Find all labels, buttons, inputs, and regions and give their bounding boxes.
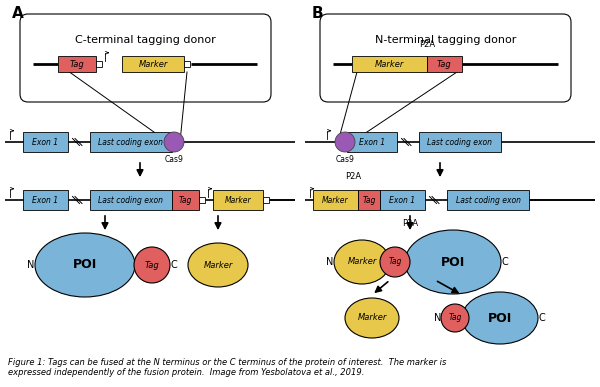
Text: Cas9: Cas9 xyxy=(164,154,184,163)
FancyBboxPatch shape xyxy=(320,14,571,102)
Text: Marker: Marker xyxy=(322,195,349,204)
Text: Marker: Marker xyxy=(139,60,167,68)
Ellipse shape xyxy=(188,243,248,287)
Text: POI: POI xyxy=(488,312,512,325)
Text: N: N xyxy=(28,260,35,270)
Text: C: C xyxy=(170,260,178,270)
Text: Tag: Tag xyxy=(388,257,401,267)
Bar xyxy=(358,190,380,210)
FancyBboxPatch shape xyxy=(20,14,271,102)
Ellipse shape xyxy=(405,230,501,294)
Bar xyxy=(184,61,190,67)
Text: Tag: Tag xyxy=(70,60,85,68)
Text: Tag: Tag xyxy=(179,195,192,204)
Bar xyxy=(427,56,462,72)
Text: B: B xyxy=(312,5,323,21)
Text: Marker: Marker xyxy=(347,257,377,267)
Text: Exon 1: Exon 1 xyxy=(389,195,416,204)
Bar xyxy=(419,132,501,152)
Text: P2A: P2A xyxy=(402,219,418,228)
Bar xyxy=(213,190,263,210)
Text: Cas9: Cas9 xyxy=(335,154,355,163)
Ellipse shape xyxy=(35,233,135,297)
Text: Tag: Tag xyxy=(448,313,461,322)
Text: Marker: Marker xyxy=(375,60,404,68)
Bar xyxy=(96,61,101,67)
Bar xyxy=(347,132,397,152)
Bar xyxy=(199,197,205,203)
Text: Exon 1: Exon 1 xyxy=(32,195,59,204)
Text: POI: POI xyxy=(73,259,97,272)
Ellipse shape xyxy=(441,304,469,332)
Bar xyxy=(122,56,184,72)
Text: Marker: Marker xyxy=(203,260,233,269)
Ellipse shape xyxy=(380,247,410,277)
Bar xyxy=(380,190,425,210)
Text: Figure 1: Tags can be fused at the N terminus or the C terminus of the protein o: Figure 1: Tags can be fused at the N ter… xyxy=(8,358,446,377)
Text: A: A xyxy=(12,5,24,21)
Bar xyxy=(263,197,269,203)
Text: Exon 1: Exon 1 xyxy=(32,137,59,147)
Text: Last coding exon: Last coding exon xyxy=(427,137,493,147)
Bar xyxy=(23,132,68,152)
Text: Tag: Tag xyxy=(437,60,452,68)
Bar xyxy=(352,56,427,72)
Text: P2A: P2A xyxy=(345,172,361,181)
Text: Last coding exon: Last coding exon xyxy=(98,137,163,147)
Text: Tag: Tag xyxy=(145,260,160,269)
Text: N: N xyxy=(326,257,334,267)
Ellipse shape xyxy=(462,292,538,344)
Ellipse shape xyxy=(335,132,355,152)
Text: Last coding exon: Last coding exon xyxy=(98,195,163,204)
Ellipse shape xyxy=(134,247,170,283)
Bar xyxy=(172,190,199,210)
Text: P2A: P2A xyxy=(419,40,435,49)
Text: Marker: Marker xyxy=(358,313,386,322)
Text: POI: POI xyxy=(441,255,465,269)
Ellipse shape xyxy=(334,240,390,284)
Text: Marker: Marker xyxy=(224,195,251,204)
Ellipse shape xyxy=(164,132,184,152)
Text: N: N xyxy=(434,313,442,323)
Bar xyxy=(90,190,172,210)
Bar xyxy=(23,190,68,210)
Text: C: C xyxy=(539,313,545,323)
Bar xyxy=(90,132,172,152)
Text: C: C xyxy=(502,257,508,267)
Text: C-terminal tagging donor: C-terminal tagging donor xyxy=(75,35,216,45)
Bar xyxy=(313,190,358,210)
Text: N-terminal tagging donor: N-terminal tagging donor xyxy=(375,35,516,45)
Text: Tag: Tag xyxy=(362,195,376,204)
Text: Last coding exon: Last coding exon xyxy=(455,195,521,204)
Bar xyxy=(447,190,529,210)
Bar xyxy=(58,56,96,72)
Ellipse shape xyxy=(345,298,399,338)
Text: Exon 1: Exon 1 xyxy=(359,137,385,147)
